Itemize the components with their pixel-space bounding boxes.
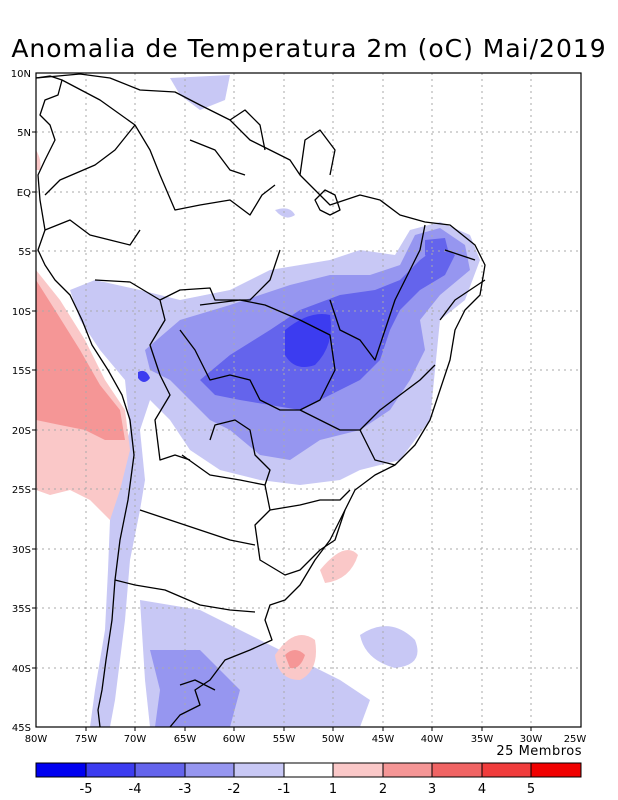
country-border — [269, 489, 351, 511]
colorbar-label: 5 — [527, 782, 535, 797]
lon-label: 25W — [564, 734, 587, 745]
colorbar-label: -2 — [228, 782, 241, 797]
map-title: Anomalia de Temperatura 2m (oC) Mai/2019 — [11, 34, 607, 63]
lat-label: 5N — [17, 128, 31, 139]
colorbar-swatch — [36, 763, 86, 777]
country-border — [44, 124, 136, 196]
colorbar-labels: -5 -4 -3 -2 -1 1 2 3 4 5 — [80, 782, 536, 797]
country-border — [44, 219, 141, 246]
anomaly-region-red — [285, 650, 305, 669]
anomaly-region-red — [36, 280, 125, 440]
country-border — [61, 79, 276, 216]
country-border — [439, 279, 486, 321]
colorbar-label: -5 — [80, 782, 93, 797]
colorbar-swatch — [383, 763, 432, 777]
colorbar-swatch — [432, 763, 482, 777]
lon-label: 30W — [520, 734, 543, 745]
colorbar-label: 3 — [428, 782, 436, 797]
colorbar-swatch — [185, 763, 234, 777]
lon-label: 60W — [223, 734, 246, 745]
lat-label: 25S — [12, 485, 31, 496]
south-america-coastline — [36, 75, 135, 727]
anomaly-region-light-blue — [360, 626, 418, 668]
lon-label: 50W — [322, 734, 345, 745]
lat-label: 30S — [12, 545, 31, 556]
country-border — [444, 249, 476, 261]
anomaly-region-blue — [425, 238, 450, 268]
colorbar-label: -3 — [179, 782, 192, 797]
country-border — [94, 249, 281, 301]
amazon-delta — [314, 189, 341, 216]
lat-label: 40S — [12, 664, 31, 675]
lat-label: 45S — [12, 723, 31, 734]
anomaly-region-light-red — [36, 150, 41, 170]
country-border — [139, 509, 256, 546]
colorbar-label: 1 — [329, 782, 337, 797]
country-border — [329, 224, 426, 361]
colorbar-dividers — [85, 763, 532, 777]
lat-label: 20S — [12, 426, 31, 437]
country-border — [299, 364, 436, 431]
colorbar-swatch — [234, 763, 284, 777]
lat-label: EQ — [17, 188, 31, 199]
latitude-labels: 10N 5N EQ 5S 10S 15S 20S 25S 30S 35S 40S… — [11, 69, 31, 734]
colorbar-swatch — [333, 763, 383, 777]
country-border — [149, 299, 191, 461]
colorbar-swatch — [482, 763, 531, 777]
colorbar-swatch — [531, 763, 581, 777]
colorbar-label: -4 — [129, 782, 142, 797]
lon-label: 80W — [25, 734, 48, 745]
colorbar-swatch — [86, 763, 135, 777]
lon-label: 45W — [372, 734, 395, 745]
anomaly-region-light-blue — [275, 208, 295, 218]
lon-label: 70W — [124, 734, 147, 745]
colorbar-label: 2 — [379, 782, 387, 797]
map-frame — [35, 72, 582, 728]
colorbar-label: -1 — [278, 782, 291, 797]
country-border — [299, 129, 336, 176]
anomaly-region-light-red — [320, 550, 358, 583]
anomaly-region-deep-blue — [138, 370, 150, 382]
ensemble-members-label: 25 Membros — [496, 744, 582, 759]
lon-label: 75W — [75, 734, 98, 745]
lat-label: 10N — [11, 69, 31, 80]
south-america-coastline — [36, 73, 486, 727]
lon-label: 35W — [471, 734, 494, 745]
tick-marks — [32, 131, 532, 731]
lon-label: 55W — [273, 734, 296, 745]
grid-lines — [36, 73, 581, 727]
country-border — [181, 419, 271, 486]
lon-label: 65W — [174, 734, 197, 745]
anomaly-field — [36, 75, 480, 727]
country-border — [359, 429, 396, 466]
coastline-borders — [36, 73, 486, 727]
anomaly-region-light-blue — [170, 75, 230, 110]
country-border — [254, 484, 346, 576]
lat-label: 15S — [12, 366, 31, 377]
lat-label: 10S — [12, 307, 31, 318]
country-border — [229, 109, 266, 151]
colorbar-label: 4 — [478, 782, 486, 797]
colorbar-swatch — [135, 763, 185, 777]
lat-label: 35S — [12, 604, 31, 615]
anomaly-region-deep-blue — [285, 314, 331, 368]
colorbar-frame — [35, 762, 582, 778]
country-border — [114, 579, 256, 613]
country-border — [189, 139, 246, 176]
colorbar-swatch — [284, 763, 333, 777]
country-border — [179, 679, 216, 691]
colorbar: -5 -4 -3 -2 -1 1 2 3 4 5 — [35, 762, 582, 797]
longitude-labels: 80W 75W 70W 65W 60W 55W 50W 45W 40W 35W … — [25, 734, 587, 745]
lat-label: 5S — [18, 247, 31, 258]
lon-label: 40W — [421, 734, 444, 745]
